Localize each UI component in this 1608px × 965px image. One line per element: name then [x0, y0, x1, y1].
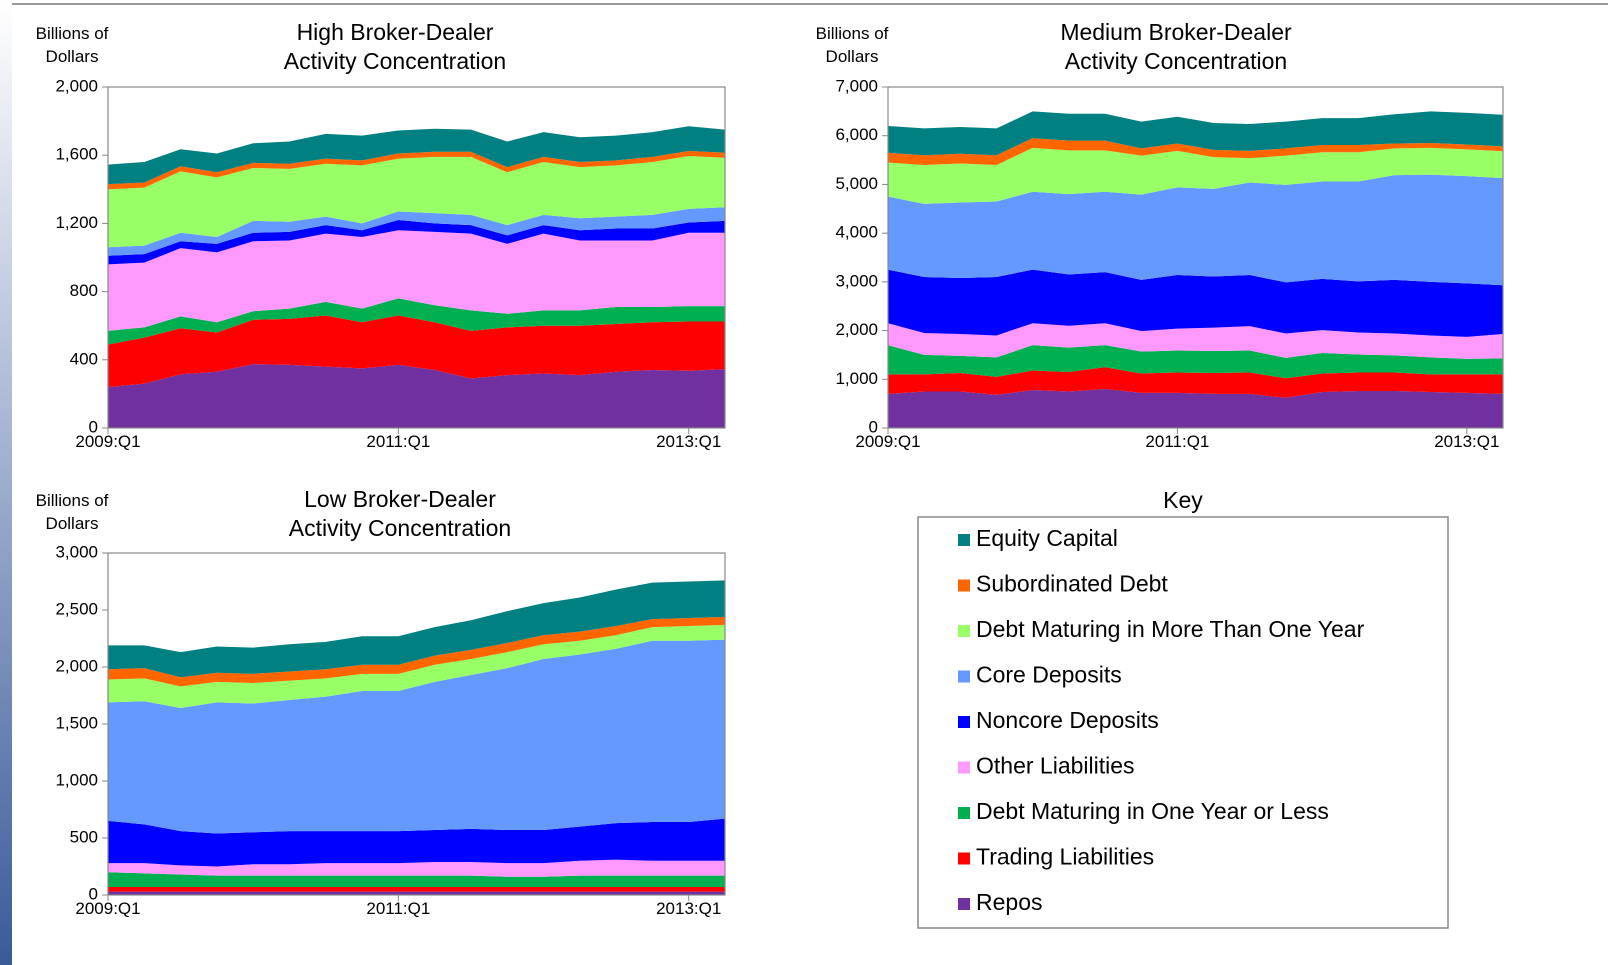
area	[108, 887, 725, 892]
y-tick-label: 6,000	[835, 125, 878, 144]
key-swatch	[958, 852, 970, 865]
key-swatch	[958, 807, 970, 819]
chart-title: High Broker-Dealer Activity Concentratio…	[283, 19, 507, 74]
x-tick-label: 2013:Q1	[656, 432, 721, 451]
key-label: Repos	[976, 889, 1042, 915]
y-tick-label: 400	[70, 349, 98, 368]
key-label: Equity Capital	[976, 525, 1118, 551]
area	[108, 315, 725, 388]
area	[108, 150, 725, 190]
y-tick-label: 1,000	[835, 369, 878, 388]
area	[108, 580, 725, 678]
y-axis-label: Billions of Dollars	[35, 24, 109, 66]
key-swatch	[958, 898, 970, 910]
area	[888, 174, 1503, 286]
area	[888, 367, 1503, 398]
area	[888, 389, 1503, 428]
key-box	[917, 516, 1449, 929]
x-tick-label: 2009:Q1	[855, 432, 920, 451]
x-tick-label: 2011:Q1	[366, 432, 430, 451]
y-tick-label: 1,200	[55, 213, 98, 232]
area	[888, 138, 1503, 165]
side-strip	[0, 0, 12, 965]
y-tick-label: 2,000	[55, 76, 98, 95]
plot-frame	[887, 86, 1504, 429]
y-tick-label: 4,000	[835, 223, 878, 242]
area	[888, 345, 1503, 379]
area	[108, 818, 725, 867]
area	[108, 298, 725, 345]
y-tick-label: 1,600	[55, 145, 98, 164]
y-tick-label: 1,000	[55, 770, 98, 789]
area	[108, 364, 725, 428]
x-tick-label: 2011:Q1	[1145, 432, 1209, 451]
y-tick-label: 800	[70, 281, 98, 300]
y-tick-label: 2,000	[835, 320, 878, 339]
area	[108, 872, 725, 888]
y-axis-label: Billions of Dollars	[815, 24, 889, 66]
key-label: Debt Maturing in One Year or Less	[976, 798, 1329, 824]
y-tick-label: 0	[89, 884, 98, 903]
x-tick-label: 2009:Q1	[75, 899, 140, 918]
x-tick-label: 2009:Q1	[75, 432, 140, 451]
key-title: Key	[1163, 487, 1203, 513]
y-tick-label: 2,000	[55, 656, 98, 675]
key-label: Core Deposits	[976, 662, 1122, 688]
chart-title: Low Broker-Dealer Activity Concentration	[288, 486, 512, 541]
y-tick-label: 2,500	[55, 599, 98, 618]
area	[888, 269, 1503, 337]
key-swatch	[958, 761, 970, 774]
area	[108, 891, 725, 895]
area	[108, 230, 725, 331]
area	[108, 616, 725, 687]
area	[108, 624, 725, 709]
area	[108, 859, 725, 877]
key-label: Subordinated Debt	[976, 571, 1168, 597]
y-tick-label: 0	[89, 417, 98, 436]
area	[108, 639, 725, 834]
area	[888, 111, 1503, 156]
y-tick-label: 0	[869, 417, 878, 436]
area	[108, 207, 725, 256]
y-tick-label: 500	[70, 827, 98, 846]
y-tick-label: 7,000	[835, 76, 878, 95]
key-swatch	[958, 670, 970, 683]
chart-title: Medium Broker-Dealer Activity Concentrat…	[1060, 19, 1292, 74]
key-label: Other Liabilities	[976, 753, 1135, 779]
key-label: Noncore Deposits	[976, 707, 1159, 733]
area	[888, 323, 1503, 359]
key-swatch	[958, 534, 970, 546]
plot-frame	[107, 86, 726, 429]
area	[108, 156, 725, 248]
key-swatch	[958, 579, 970, 592]
key-swatch	[958, 716, 970, 728]
y-tick-label: 3,000	[55, 542, 98, 561]
x-tick-label: 2013:Q1	[656, 899, 721, 918]
y-axis-label: Billions of Dollars	[35, 491, 109, 533]
area	[888, 147, 1503, 204]
x-tick-label: 2011:Q1	[366, 899, 430, 918]
key-label: Debt Maturing in More Than One Year	[976, 616, 1365, 642]
y-tick-label: 1,500	[55, 713, 98, 732]
area	[108, 219, 725, 265]
key-label: Trading Liabilities	[976, 844, 1154, 870]
y-tick-label: 5,000	[835, 174, 878, 193]
x-tick-label: 2013:Q1	[1434, 432, 1499, 451]
key-swatch	[958, 625, 970, 637]
y-tick-label: 3,000	[835, 271, 878, 290]
area	[108, 126, 725, 185]
